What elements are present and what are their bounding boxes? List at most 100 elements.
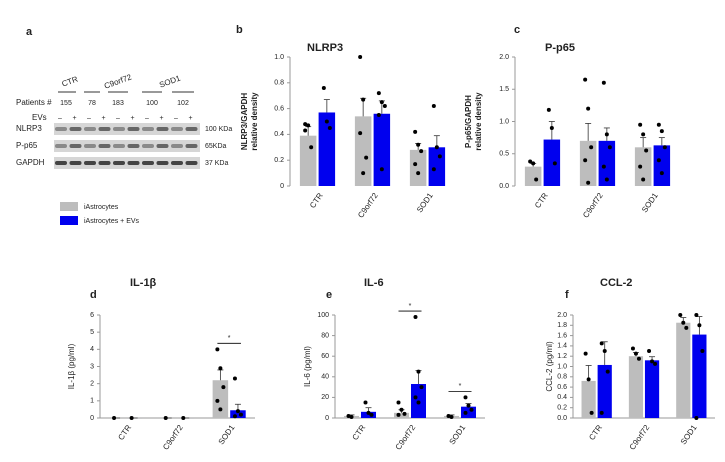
y-tick-label: 0 [280, 183, 284, 190]
data-point [324, 119, 329, 124]
data-point [321, 85, 326, 90]
data-point [112, 416, 117, 420]
data-point [589, 145, 594, 150]
legend-swatch [60, 216, 78, 225]
y-tick-label: 0.8 [274, 80, 284, 87]
band [185, 161, 198, 165]
data-point [358, 131, 363, 136]
data-point [583, 351, 588, 356]
panel-letter: d [90, 289, 97, 301]
ev-sign: + [130, 115, 134, 122]
data-point [416, 369, 421, 374]
size-label: 65KDa [205, 143, 227, 150]
data-point [602, 349, 607, 354]
data-point [583, 77, 588, 82]
data-point [644, 148, 649, 153]
y-tick-label: 80 [321, 332, 329, 339]
y-tick-label: 0.6 [274, 105, 284, 112]
panel-a: a Patients # EVs [16, 26, 194, 122]
band [98, 161, 111, 165]
data-point [586, 106, 591, 111]
data-point [361, 171, 366, 176]
data-point [684, 325, 689, 330]
data-point [605, 369, 610, 374]
band [171, 144, 183, 148]
band [69, 127, 82, 131]
data-point [396, 412, 401, 417]
bar [579, 140, 597, 186]
y-tick-label: 2.0 [557, 312, 567, 319]
y-axis-label: IL-6 (pg/ml) [303, 346, 312, 387]
data-point [586, 180, 591, 185]
blot-label: GAPDH [16, 158, 45, 167]
data-point [449, 414, 454, 419]
y-tick-label: 1.0 [557, 363, 567, 370]
chart-title: NLRP3 [307, 42, 343, 54]
data-point [306, 123, 311, 128]
data-point [534, 177, 539, 182]
bar [428, 147, 446, 186]
data-point [653, 361, 658, 366]
bar [230, 410, 246, 418]
bar [628, 356, 644, 418]
x-tick-label: C9orf72 [581, 191, 605, 220]
bar [676, 322, 691, 418]
data-point [546, 107, 551, 112]
y-tick-label: 0.0 [557, 415, 567, 422]
bar [394, 412, 409, 418]
data-point [599, 410, 604, 415]
x-tick-label: CTR [351, 423, 368, 442]
data-point [232, 414, 237, 419]
data-point [531, 161, 536, 166]
data-point [636, 356, 641, 361]
band [127, 127, 140, 131]
data-point [604, 132, 609, 137]
y-tick-label: 0.2 [274, 157, 284, 164]
bar [373, 113, 391, 186]
data-point [466, 403, 471, 408]
band [84, 127, 96, 131]
data-point [369, 412, 374, 417]
data-point [382, 104, 387, 109]
blot-strip [54, 140, 200, 152]
y-tick-label: 60 [321, 353, 329, 360]
y-tick-label: 1.4 [557, 343, 567, 350]
data-point [659, 129, 664, 134]
data-point [379, 167, 384, 172]
blot-strip [54, 157, 200, 169]
ev-sign: – [116, 115, 120, 122]
x-tick-label: SOD1 [679, 423, 699, 446]
data-point [416, 400, 421, 405]
data-point [583, 158, 588, 163]
significance-label: * [228, 335, 231, 342]
ev-sign: – [174, 115, 178, 122]
band [156, 127, 169, 131]
band [98, 127, 111, 131]
data-point [552, 161, 557, 166]
y-tick-label: 6 [90, 312, 94, 319]
band [55, 144, 67, 148]
y-axis-label: relative density [474, 92, 483, 151]
significance-label: * [409, 303, 412, 310]
patient-id: 78 [88, 100, 96, 107]
y-axis-label: NLRP3/GAPDH [240, 93, 249, 151]
data-point [437, 154, 442, 159]
patient-id: 102 [177, 100, 189, 107]
data-point [641, 177, 646, 182]
bar [581, 380, 596, 418]
band [142, 144, 154, 148]
chart-title: IL-1β [130, 277, 157, 289]
bar [299, 135, 317, 186]
band [113, 144, 125, 148]
x-tick-label: C9orf72 [394, 423, 418, 452]
data-point [630, 346, 635, 351]
x-tick-label: CTR [308, 191, 325, 210]
data-point [376, 91, 381, 96]
band [185, 144, 198, 148]
chart-title: CCL-2 [600, 277, 632, 289]
data-point [633, 351, 638, 356]
data-point [419, 385, 424, 390]
bar [653, 145, 671, 186]
y-tick-label: 0.0 [499, 183, 509, 190]
x-tick-label: CTR [587, 423, 604, 442]
